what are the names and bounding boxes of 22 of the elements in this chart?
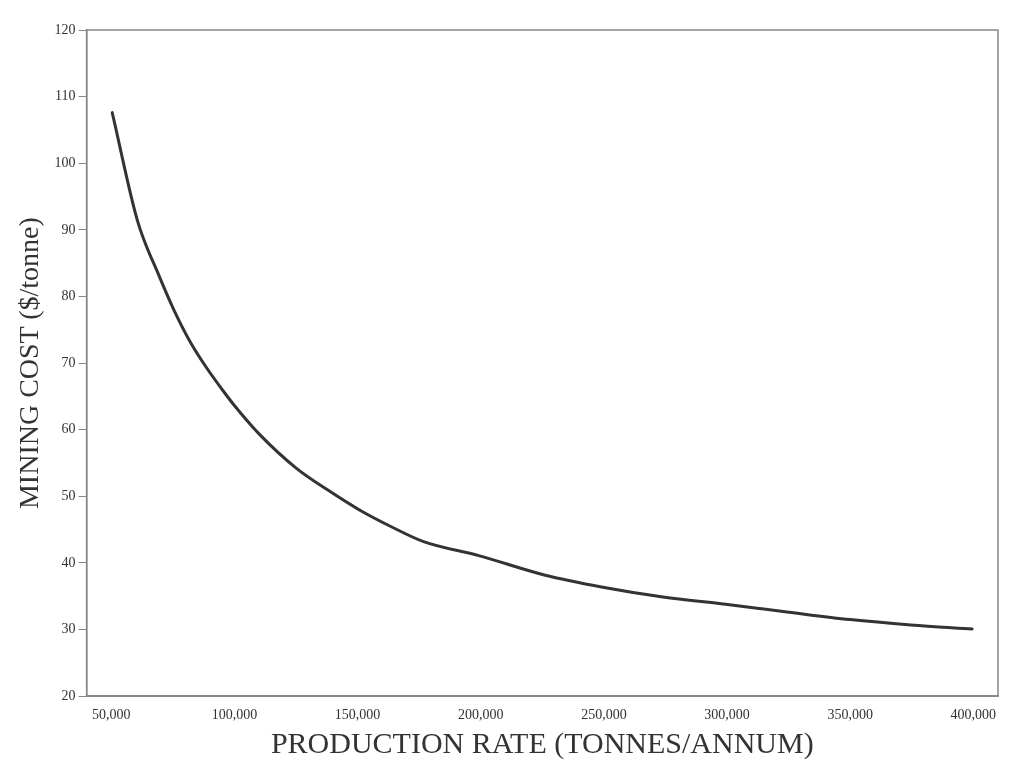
x-tick-label: 100,000 bbox=[211, 707, 258, 723]
y-tick-label: 90 bbox=[61, 221, 76, 237]
x-tick-label: 400,000 bbox=[950, 707, 997, 723]
y-tick-label: 30 bbox=[61, 621, 76, 637]
y-tick-label: 110 bbox=[55, 88, 76, 104]
y-tick-label: 40 bbox=[61, 554, 76, 570]
x-tick-label: 300,000 bbox=[704, 707, 750, 723]
y-tick-label: 50 bbox=[61, 488, 76, 504]
x-axis-title: PRODUCTION RATE (TONNES/ANNUM) bbox=[270, 725, 814, 760]
y-tick-label: 70 bbox=[61, 354, 76, 370]
y-tick-label: 60 bbox=[61, 421, 76, 437]
x-tick-label: 350,000 bbox=[827, 707, 873, 723]
y-tick-label: 80 bbox=[61, 288, 76, 304]
x-tick-label: 150,000 bbox=[334, 707, 381, 723]
y-axis-title: MINING COST ($/tonne) bbox=[13, 217, 45, 510]
y-tick-label: 120 bbox=[54, 21, 76, 37]
y-tick-label: 100 bbox=[54, 154, 76, 170]
x-tick-label: 50,000 bbox=[91, 707, 131, 723]
x-tick-label: 250,000 bbox=[581, 707, 627, 723]
line-series bbox=[110, 111, 974, 631]
x-tick-label: 200,000 bbox=[457, 707, 504, 723]
y-tick-label: 20 bbox=[61, 687, 76, 703]
